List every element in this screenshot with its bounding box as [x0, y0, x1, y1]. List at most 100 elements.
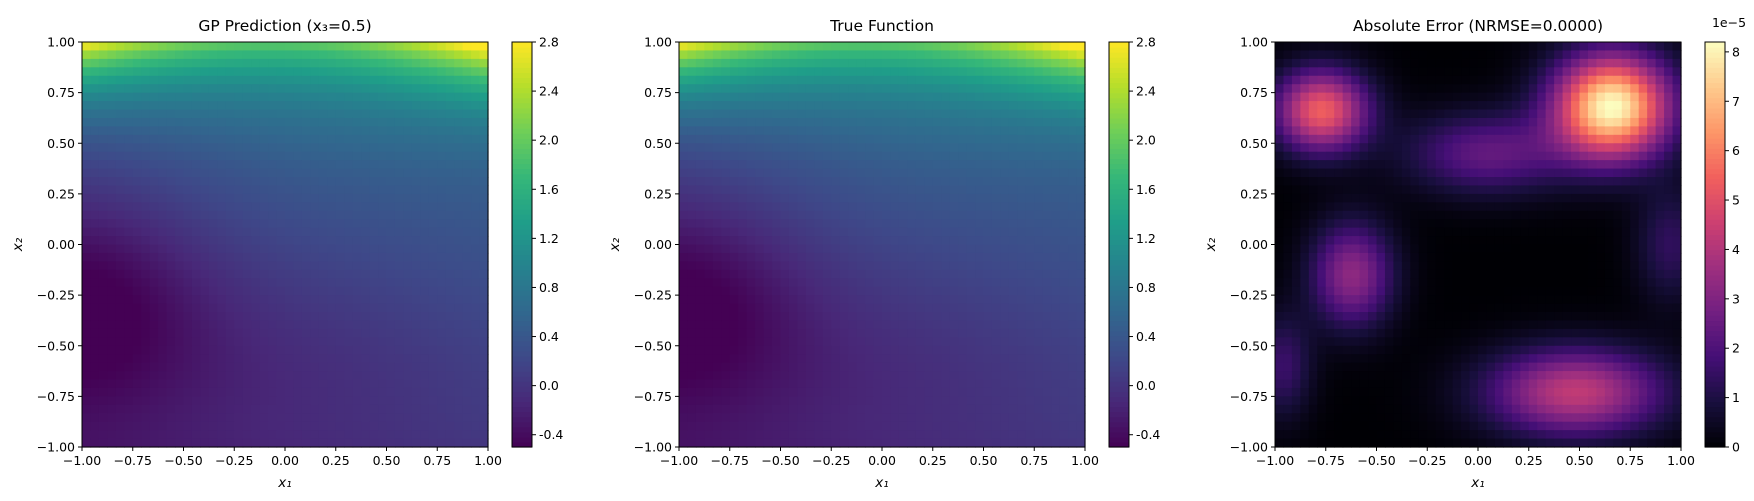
- heatmap-cell: [814, 345, 824, 355]
- heatmap-cell: [763, 244, 773, 254]
- heatmap-cell: [822, 345, 832, 355]
- heatmap-cell: [1076, 337, 1086, 347]
- heatmap-cell: [115, 413, 125, 423]
- heatmap-cell: [318, 371, 328, 381]
- heatmap-cell: [831, 202, 841, 212]
- heatmap-cell: [318, 42, 328, 52]
- heatmap-cell: [191, 143, 202, 153]
- colorbar-tick-label: 0.8: [539, 280, 559, 295]
- heatmap-cell: [924, 328, 934, 338]
- heatmap-cell: [217, 109, 227, 119]
- heatmap-cell: [318, 84, 328, 94]
- heatmap-cell: [352, 269, 362, 279]
- heatmap-cell: [797, 50, 807, 60]
- colorbar-segment: [512, 188, 532, 195]
- heatmap-cell: [386, 143, 396, 153]
- heatmap-cell: [352, 58, 362, 68]
- heatmap-cell: [352, 84, 362, 94]
- heatmap-cell: [386, 354, 396, 364]
- heatmap-cell: [907, 84, 917, 94]
- heatmap-cell: [975, 354, 985, 364]
- heatmap-cell: [822, 278, 832, 288]
- heatmap-cell: [378, 312, 388, 322]
- heatmap-cell: [763, 413, 773, 423]
- heatmap-cell: [704, 227, 714, 237]
- heatmap-cell: [310, 295, 320, 305]
- heatmap-cell: [141, 210, 151, 220]
- heatmap-cell: [191, 126, 202, 136]
- heatmap-cell: [217, 312, 227, 322]
- heatmap-cell: [411, 168, 421, 178]
- heatmap-cell: [1059, 362, 1069, 372]
- heatmap-cell: [1025, 252, 1035, 262]
- heatmap-cell: [738, 320, 748, 330]
- heatmap-cell: [200, 261, 210, 271]
- colorbar-segment: [1109, 366, 1129, 372]
- heatmap-cell: [471, 151, 481, 161]
- heatmap-cell: [772, 101, 782, 111]
- panel-1: GP Prediction (x₃=0.5)−1.00 −0.75 −0.50 −0.…: [10, 17, 563, 491]
- heatmap-cell: [411, 160, 421, 170]
- heatmap-cell: [318, 67, 328, 77]
- heatmap-cell: [166, 202, 176, 212]
- heatmap-cell: [234, 354, 244, 364]
- heatmap-cell: [1275, 278, 1285, 288]
- heatmap-cell: [454, 50, 464, 60]
- heatmap-cell: [141, 312, 151, 322]
- heatmap-cell: [797, 387, 807, 397]
- heatmap-cell: [738, 295, 748, 305]
- heatmap-cell: [1034, 84, 1044, 94]
- heatmap-cell: [822, 58, 832, 68]
- heatmap-cell: [158, 278, 168, 288]
- y-tick-label: −1.00: [37, 440, 75, 455]
- heatmap-cell: [729, 269, 739, 279]
- heatmap-cell: [797, 278, 807, 288]
- heatmap-cell: [378, 185, 388, 195]
- heatmap-cell: [788, 261, 799, 271]
- heatmap-cell: [403, 202, 413, 212]
- heatmap-cell: [124, 404, 134, 414]
- heatmap-cell: [831, 396, 841, 406]
- heatmap-cell: [462, 202, 472, 212]
- heatmap-cell: [907, 177, 917, 187]
- heatmap-cell: [848, 295, 858, 305]
- heatmap-cell: [1042, 278, 1052, 288]
- heatmap-cell: [437, 84, 447, 94]
- heatmap-cell: [679, 320, 689, 330]
- heatmap-cell: [454, 413, 464, 423]
- heatmap-cell: [191, 227, 202, 237]
- heatmap-cell: [822, 67, 832, 77]
- heatmap-cell: [805, 303, 815, 313]
- heatmap-cell: [822, 50, 832, 60]
- heatmap-cell: [1283, 303, 1293, 313]
- heatmap-cell: [191, 362, 202, 372]
- heatmap-cell: [217, 438, 227, 448]
- heatmap-cell: [445, 379, 455, 389]
- heatmap-cell: [386, 117, 396, 127]
- heatmap-cell: [721, 312, 731, 322]
- heatmap-cell: [983, 75, 993, 85]
- heatmap-cell: [268, 295, 278, 305]
- heatmap-cell: [276, 143, 286, 153]
- heatmap-cell: [695, 75, 705, 85]
- heatmap-cell: [848, 438, 858, 448]
- heatmap-cell: [1076, 286, 1086, 296]
- heatmap-cell: [890, 404, 900, 414]
- heatmap-cell: [907, 92, 917, 102]
- heatmap-cell: [924, 143, 934, 153]
- heatmap-cell: [780, 151, 790, 161]
- heatmap-cell: [107, 371, 117, 381]
- heatmap-cell: [149, 396, 159, 406]
- heatmap-cell: [454, 109, 464, 119]
- heatmap-cell: [1076, 109, 1086, 119]
- heatmap-cell: [191, 328, 202, 338]
- heatmap-cell: [411, 227, 421, 237]
- heatmap-cell: [242, 295, 252, 305]
- heatmap-cell: [1000, 387, 1010, 397]
- heatmap-cell: [335, 328, 345, 338]
- heatmap-cell: [234, 421, 244, 431]
- colorbar-segment: [512, 128, 532, 134]
- heatmap-cell: [82, 177, 92, 187]
- heatmap-cell: [780, 244, 790, 254]
- heatmap-cell: [873, 362, 883, 372]
